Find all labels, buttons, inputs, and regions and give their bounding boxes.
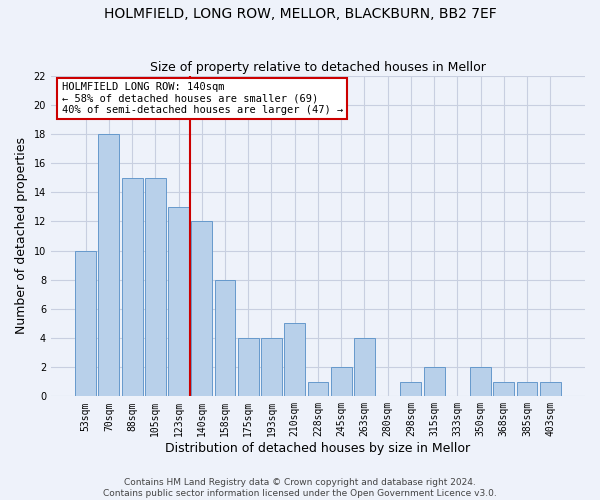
Text: HOLMFIELD, LONG ROW, MELLOR, BLACKBURN, BB2 7EF: HOLMFIELD, LONG ROW, MELLOR, BLACKBURN, … [104,8,496,22]
Bar [122,178,143,396]
X-axis label: Distribution of detached houses by size in Mellor: Distribution of detached houses by size … [166,442,470,455]
Bar [75,250,96,396]
Bar [517,382,538,396]
Bar [331,367,352,396]
Bar [215,280,235,396]
Bar [238,338,259,396]
Bar [261,338,282,396]
Text: Contains HM Land Registry data © Crown copyright and database right 2024.
Contai: Contains HM Land Registry data © Crown c… [103,478,497,498]
Bar [354,338,375,396]
Bar [145,178,166,396]
Bar [470,367,491,396]
Bar [98,134,119,396]
Bar [540,382,561,396]
Y-axis label: Number of detached properties: Number of detached properties [15,138,28,334]
Text: HOLMFIELD LONG ROW: 140sqm
← 58% of detached houses are smaller (69)
40% of semi: HOLMFIELD LONG ROW: 140sqm ← 58% of deta… [62,82,343,116]
Bar [424,367,445,396]
Bar [308,382,328,396]
Bar [284,324,305,396]
Title: Size of property relative to detached houses in Mellor: Size of property relative to detached ho… [150,62,486,74]
Bar [191,222,212,396]
Bar [400,382,421,396]
Bar [493,382,514,396]
Bar [168,207,189,396]
